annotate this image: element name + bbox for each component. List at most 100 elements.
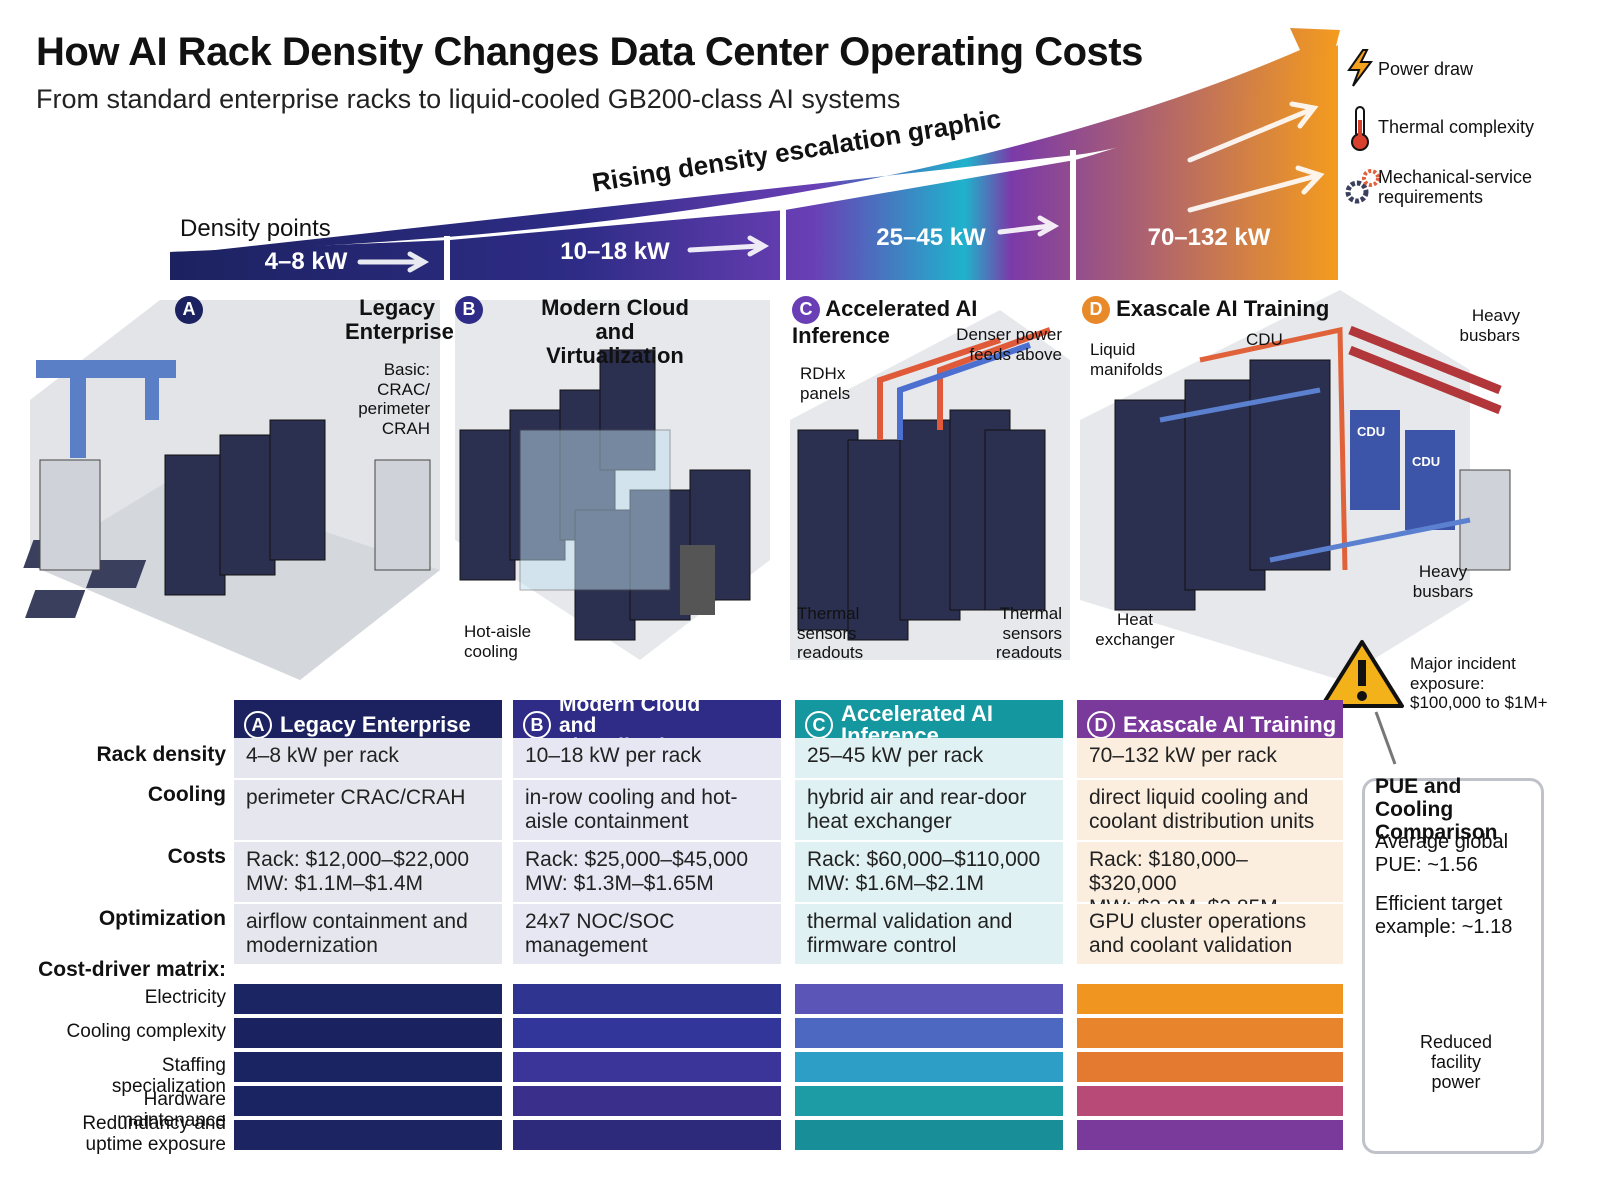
matrix-bar [1077,1120,1343,1150]
callout-heavy-busbars-bottom: Heavy busbars [1412,562,1474,601]
badge-c: C [792,296,820,324]
badge-d: D [1082,296,1110,324]
callout-denser-power: Denser power feeds above [956,325,1062,364]
matrix-bar [234,1018,502,1048]
panel-b-title: Modern Cloud and Virtualization [541,295,689,369]
callout-hot-aisle: Hot-aisle cooling [464,622,532,661]
matrix-bar [795,1052,1063,1082]
pue-average: Average global PUE: ~1.56 [1375,831,1509,876]
matrix-bar [234,1120,502,1150]
pue-title: PUE and Cooling Comparison [1375,775,1498,845]
table-cell: 24x7 NOC/SOC management [513,904,781,964]
panel-c-title: Accelerated AI Inference [792,295,978,348]
cdu-label-1: CDU [1357,424,1386,439]
matrix-row-label: Cooling complexity [66,1021,226,1042]
pue-target: Efficient target example: ~1.18 [1375,893,1513,938]
legend-thermal-complexity: Thermal complexity [1378,117,1535,137]
matrix-bar [1077,1018,1343,1048]
density-point-d: 70–132 kW [1147,224,1271,251]
density-point-c: 25–45 kW [876,224,986,251]
matrix-bar [795,1120,1063,1150]
matrix-bar [234,1086,502,1116]
matrix-bar [795,1086,1063,1116]
pue-comparison-box: PUE and Cooling Comparison Average globa… [1362,775,1544,1154]
escalation-ribbon [170,28,1340,255]
matrix-bar [513,1052,781,1082]
table-cell: airflow containment and modernization [234,904,502,964]
warning-triangle-icon [1320,640,1404,708]
callout-rdhx: RDHx panels [800,364,851,403]
gears-icon [1345,169,1380,204]
col-badge-a: A [244,711,272,739]
density-point-b: 10–18 kW [560,238,670,265]
matrix-bar [1077,1086,1343,1116]
table-cell: 70–132 kW per rack [1077,738,1343,778]
panel-b-header: B Modern Cloud and Virtualization [455,295,775,369]
cdu-label-2: CDU [1412,454,1441,469]
panel-d-header: D Exascale AI Training [1082,296,1332,324]
table-cell: 10–18 kW per rack [513,738,781,778]
page-title: How AI Rack Density Changes Data Center … [36,30,1143,74]
panel-a-title: Legacy Enterprise [345,295,454,345]
table-cell: 25–45 kW per rack [795,738,1063,778]
col-badge-d: D [1087,711,1115,739]
matrix-bar [795,984,1063,1014]
table-cell: perimeter CRAC/CRAH [234,780,502,840]
col-name-d: Exascale AI Training [1123,712,1337,737]
panel-a-header: A Legacy Enterprise [175,295,454,345]
density-points-label: Density points [180,215,331,242]
matrix-row-label: Hardware maintenance [117,1089,226,1131]
matrix-bar [234,984,502,1014]
col-badge-c: C [805,711,833,739]
table-cell: direct liquid cooling and coolant distri… [1077,780,1343,840]
legacy-room-illustration [23,300,440,680]
callout-heavy-busbars-top: Heavy busbars [1459,306,1520,345]
table-cell: in-row cooling and hot-aisle containment [513,780,781,840]
callout-thermal-sensors-right: Thermal sensors readouts [995,604,1062,663]
page-subtitle: From standard enterprise racks to liquid… [36,84,901,114]
incident-exposure: Major incident exposure: $100,000 to $1M… [1410,654,1548,713]
table-cell: Rack: $12,000–$22,000 MW: $1.1M–$1.4M [234,842,502,902]
col-badge-b: B [523,711,551,739]
matrix-bar [795,1018,1063,1048]
row-label: Optimization [98,907,226,930]
lightning-icon [1347,49,1373,87]
callout-basic-crac: Basic: CRAC/ perimeter CRAH [358,360,430,438]
matrix-bar [513,1120,781,1150]
inference-room-illustration [790,310,1070,660]
table-cell: thermal validation and firmware control [795,904,1063,964]
table-cell: Rack: $60,000–$110,000 MW: $1.6M–$2.1M [795,842,1063,902]
col-name-a: Legacy Enterprise [280,712,471,737]
panel-c-header: C Accelerated AI Inference [792,296,1072,348]
callout-liquid-manifolds: Liquid manifolds [1090,340,1163,379]
matrix-bar [513,1018,781,1048]
row-label: Costs [167,845,226,868]
panel-d-title: Exascale AI Training [1116,295,1330,321]
matrix-bar [234,1052,502,1082]
legend-power-draw: Power draw [1378,59,1474,79]
callout-heat-exchanger: Heat exchanger [1095,610,1175,649]
cloud-room-illustration [455,300,770,660]
matrix-row-label: Electricity [144,987,226,1008]
matrix-row-label: Redundancy and uptime exposure [82,1113,226,1155]
matrix-bar [1077,1052,1343,1082]
table-cell: Rack: $180,000–$320,000 MW: $2.2M–$2.85M [1077,842,1343,919]
row-label: Rack density [96,743,226,766]
callout-thermal-sensors-left: Thermal sensors readouts [797,604,864,663]
matrix-row-label: Staffing specialization [111,1055,226,1097]
row-label: Cooling [147,783,226,806]
table-cell: hybrid air and rear-door heat exchanger [795,780,1063,840]
training-room-illustration [1080,290,1511,680]
badge-a: A [175,296,203,324]
pue-center-label: Reduced facility power [1419,1032,1493,1092]
badge-b: B [455,296,483,324]
thermometer-icon [1351,106,1369,151]
matrix-bar [513,1086,781,1116]
matrix-bar [513,984,781,1014]
table-cell: 4–8 kW per rack [234,738,502,778]
density-point-a: 4–8 kW [264,248,348,275]
table-cell: Rack: $25,000–$45,000 MW: $1.3M–$1.65M [513,842,781,902]
callout-cdu: CDU [1246,330,1283,349]
matrix-bar [1077,984,1343,1014]
table-cell: GPU cluster operations and coolant valid… [1077,904,1343,964]
